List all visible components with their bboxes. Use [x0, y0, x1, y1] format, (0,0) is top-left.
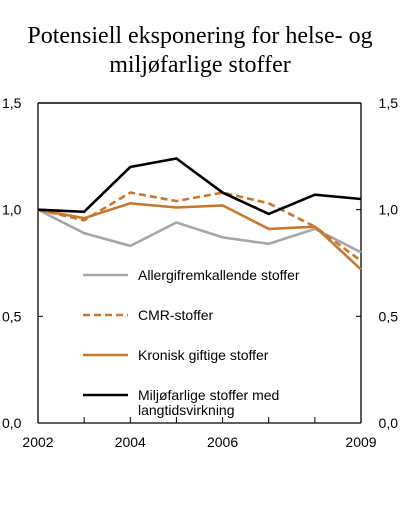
chart-series: [37, 157, 362, 271]
y-tick-label-left: 1,0: [2, 202, 22, 218]
y-tick-label-left: 1,5: [2, 95, 22, 111]
y-tick-label-right: 1,0: [379, 202, 399, 218]
chart-title-line-1: Potensiell eksponering for helse- og: [27, 23, 373, 49]
legend-label-4: langtidsvirkning: [138, 402, 235, 418]
series-line-3: [37, 201, 362, 271]
chart-axes: [37, 102, 362, 424]
chart-tick-labels: 0,0 0,0 0,5 0,5 1,0 1,0 1,5 1,5 2002 2004 2006 2009: [2, 95, 398, 450]
y-tick-label-left: 0,0: [2, 415, 22, 431]
x-tick-label: 2002: [22, 434, 53, 450]
legend-label-1: Allergifremkallende stoffer: [138, 267, 300, 283]
x-tick-label: 2004: [115, 434, 146, 450]
chart-legend: Allergifremkallende stoffer CMR-stoffer Kr…: [83, 267, 300, 418]
series-line-4: [37, 157, 362, 216]
y-tick-label-right: 0,5: [379, 308, 399, 324]
legend-label-4: Miljøfarlige stoffer med: [138, 387, 279, 403]
y-tick-label-right: 0,0: [379, 415, 399, 431]
series-line-1: [37, 208, 362, 254]
x-tick-label: 2009: [345, 434, 376, 450]
legend-label-2: CMR-stoffer: [138, 307, 214, 323]
chart-title-line-2: miljøfarlige stoffer: [109, 52, 291, 78]
chart-title: Potensiell eksponering for helse- og mil…: [0, 22, 400, 80]
x-tick-label: 2006: [207, 434, 238, 450]
legend-label-3: Kronisk giftige stoffer: [138, 347, 269, 363]
y-tick-label-right: 1,5: [379, 95, 399, 111]
y-tick-label-left: 0,5: [2, 308, 22, 324]
